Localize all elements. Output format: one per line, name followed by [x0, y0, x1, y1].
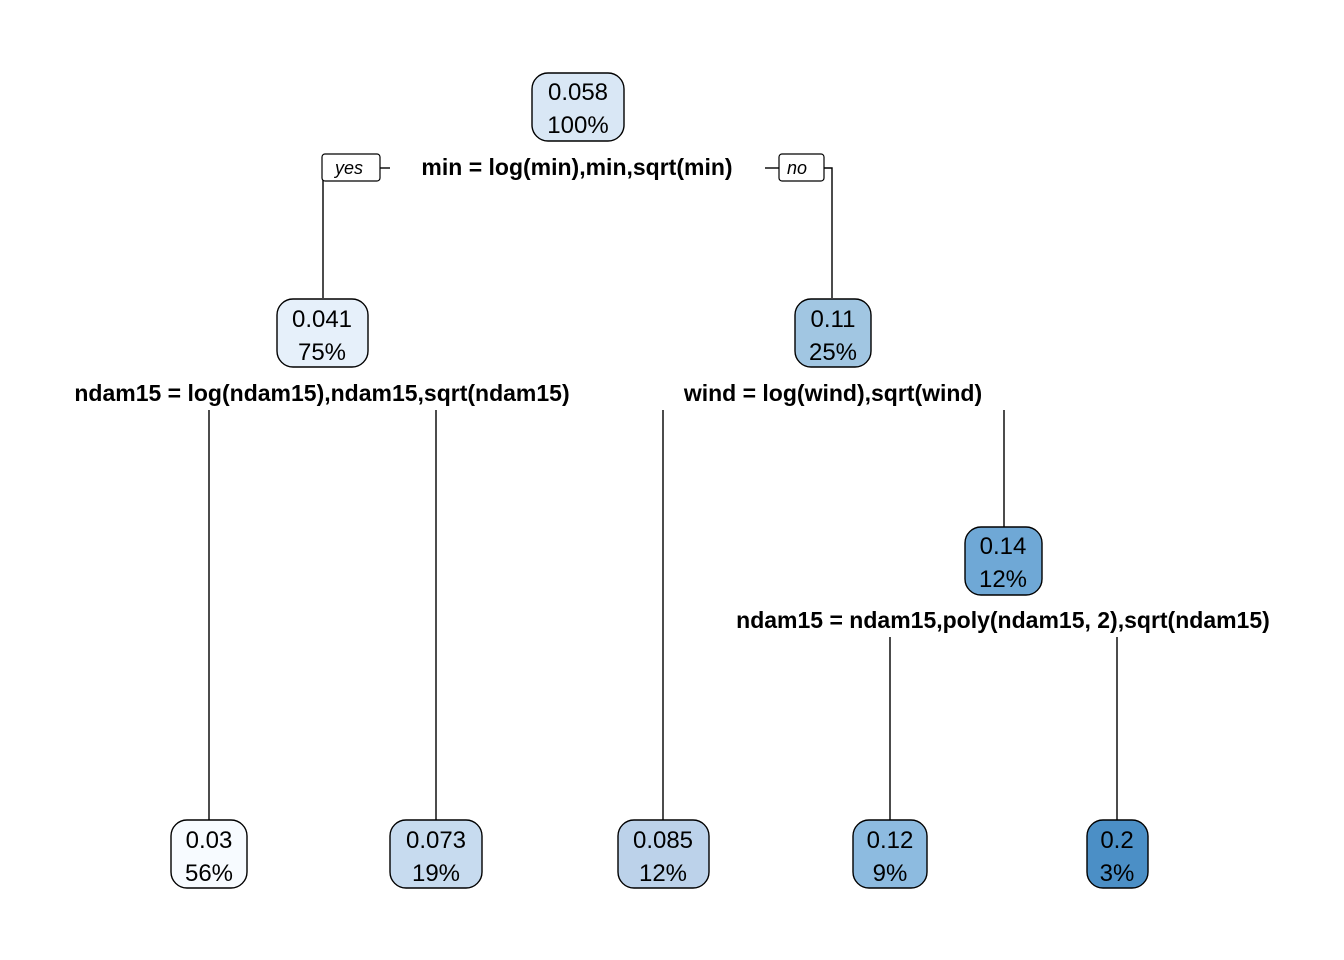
node-percent: 25% [809, 339, 857, 366]
node-box [964, 526, 1043, 596]
tree-node-root: 0.058 100% [531, 72, 625, 142]
split-rule-node-2: ndam15 = log(ndam15),ndam15,sqrt(ndam15) [74, 380, 569, 406]
node-percent: 9% [873, 860, 908, 887]
tree-node-4: 0.03 56% [170, 819, 248, 889]
tree-node-6: 0.085 12% [617, 819, 710, 889]
yes-label-text: yes [333, 158, 363, 178]
node-percent: 12% [979, 566, 1027, 593]
tree-node-3: 0.11 25% [794, 298, 872, 368]
node-percent: 19% [412, 860, 460, 887]
node-box [531, 72, 625, 142]
node-value: 0.073 [406, 827, 466, 854]
node-box [617, 819, 710, 889]
node-value: 0.058 [548, 79, 608, 106]
yes-branch-label: yes [321, 153, 381, 182]
node-percent: 3% [1100, 860, 1135, 887]
node-box [1086, 819, 1149, 889]
tree-node-8: 0.12 9% [852, 819, 928, 889]
tree-node-7: 0.14 12% [964, 526, 1043, 596]
split-rule-node-7: ndam15 = ndam15,poly(ndam15, 2),sqrt(nda… [736, 607, 1270, 633]
node-value: 0.12 [867, 827, 914, 854]
no-branch-label: no [778, 153, 825, 182]
tree-node-5: 0.073 19% [389, 819, 483, 889]
node-percent: 100% [547, 112, 608, 139]
split-rule-root: min = log(min),min,sqrt(min) [421, 154, 732, 180]
node-box [276, 298, 369, 368]
node-box [794, 298, 872, 368]
tree-node-9: 0.2 3% [1086, 819, 1149, 889]
node-box [389, 819, 483, 889]
split-rule-node-3: wind = log(wind),sqrt(wind) [683, 380, 982, 406]
node-value: 0.085 [633, 827, 693, 854]
node-value: 0.041 [292, 306, 352, 333]
node-value: 0.2 [1100, 827, 1133, 854]
node-percent: 56% [185, 860, 233, 887]
node-value: 0.11 [811, 306, 856, 333]
edge-root-left [322, 167, 324, 298]
node-box [170, 819, 248, 889]
node-value: 0.03 [186, 827, 233, 854]
tree-edges [208, 167, 1118, 820]
node-percent: 12% [639, 860, 687, 887]
node-value: 0.14 [980, 533, 1027, 560]
node-box [852, 819, 928, 889]
edge-root-right [824, 167, 833, 298]
no-label-text: no [787, 158, 807, 178]
node-percent: 75% [298, 339, 346, 366]
tree-node-2: 0.041 75% [276, 298, 369, 368]
